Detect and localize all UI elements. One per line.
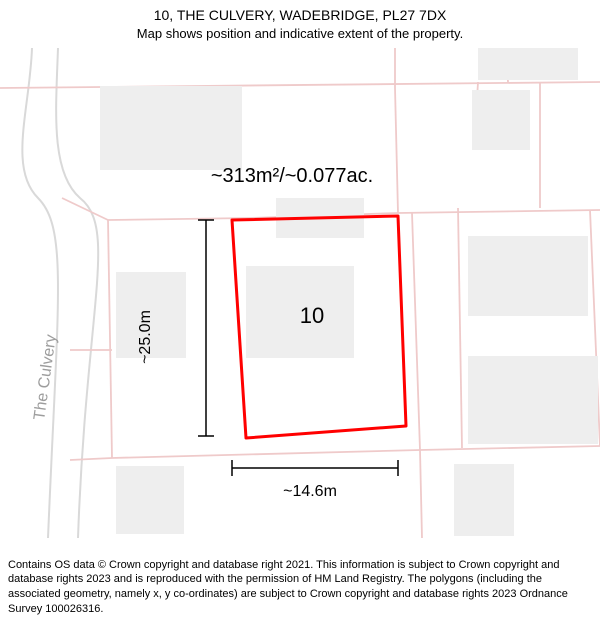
map-area: ~25.0m~14.6m~313m²/~0.077ac.10The Culver… xyxy=(0,48,600,538)
page-subtitle: Map shows position and indicative extent… xyxy=(0,25,600,43)
building-footprint xyxy=(472,90,530,150)
area-label: ~313m²/~0.077ac. xyxy=(211,165,373,187)
building-footprint xyxy=(478,48,578,80)
header: 10, THE CULVERY, WADEBRIDGE, PL27 7DX Ma… xyxy=(0,6,600,42)
plot-number: 10 xyxy=(300,303,324,328)
page-title: 10, THE CULVERY, WADEBRIDGE, PL27 7DX xyxy=(0,6,600,25)
building-footprint xyxy=(100,86,242,170)
building-footprint xyxy=(454,464,514,536)
copyright-footer: Contains OS data © Crown copyright and d… xyxy=(8,558,592,617)
cadastral-map: ~25.0m~14.6m~313m²/~0.077ac.10The Culver… xyxy=(0,48,600,538)
dim-height-label: ~25.0m xyxy=(137,310,154,364)
dim-width-label: ~14.6m xyxy=(283,483,337,500)
building-footprint xyxy=(468,356,598,444)
page-root: 10, THE CULVERY, WADEBRIDGE, PL27 7DX Ma… xyxy=(0,0,600,625)
building-footprint xyxy=(116,466,184,534)
building-footprint xyxy=(468,236,588,316)
